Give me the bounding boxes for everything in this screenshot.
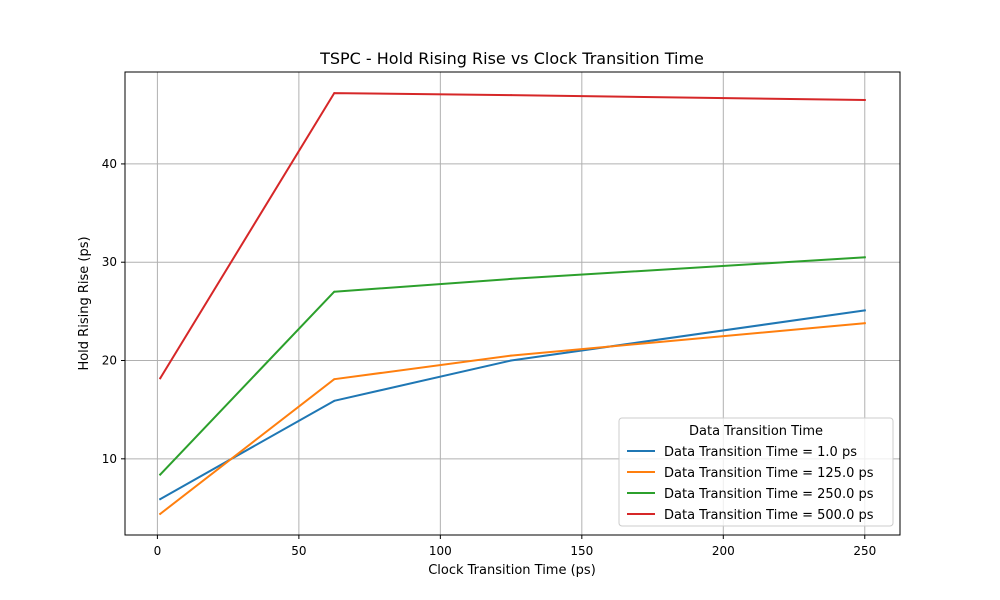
legend-title: Data Transition Time xyxy=(689,424,823,439)
legend-label: Data Transition Time = 250.0 ps xyxy=(664,487,874,502)
y-tick-label: 20 xyxy=(102,354,117,368)
data-point xyxy=(333,399,336,402)
x-tick-label: 150 xyxy=(570,544,593,558)
data-point xyxy=(333,92,336,95)
series-layer xyxy=(158,92,866,516)
y-tick-label: 40 xyxy=(102,157,117,171)
series-line-0 xyxy=(158,309,866,501)
data-point xyxy=(863,309,866,312)
legend-box xyxy=(618,417,894,527)
series-line-2 xyxy=(158,256,866,476)
series-line-1 xyxy=(158,322,866,516)
x-tick-label: 200 xyxy=(712,544,735,558)
y-tick-label: 30 xyxy=(102,255,117,269)
chart-title: TSPC - Hold Rising Rise vs Clock Transit… xyxy=(319,49,704,68)
data-point xyxy=(863,322,866,325)
data-point xyxy=(510,94,513,97)
data-point xyxy=(333,378,336,381)
data-point xyxy=(510,359,513,362)
x-tick-label: 100 xyxy=(429,544,452,558)
data-point xyxy=(159,473,162,476)
y-tick-label: 10 xyxy=(102,452,117,466)
plot-area-frame xyxy=(124,71,901,536)
legend-label: Data Transition Time = 125.0 ps xyxy=(664,466,874,481)
series-line-3 xyxy=(158,92,866,380)
legend: Data Transition Time Data Transition Tim… xyxy=(618,417,894,527)
x-tick-label: 0 xyxy=(154,544,162,558)
legend-label: Data Transition Time = 500.0 ps xyxy=(664,508,874,523)
data-point xyxy=(510,277,513,280)
data-point xyxy=(863,99,866,102)
y-axis-label: Hold Rising Rise (ps) xyxy=(77,236,92,370)
legend-label: Data Transition Time = 1.0 ps xyxy=(664,445,857,460)
data-point xyxy=(159,377,162,380)
data-point xyxy=(159,498,162,501)
data-point xyxy=(510,354,513,357)
x-axis-label: Clock Transition Time (ps) xyxy=(428,563,596,578)
x-tick-label: 50 xyxy=(291,544,306,558)
x-tick-label: 250 xyxy=(853,544,876,558)
data-point xyxy=(863,256,866,259)
axis-ticks: 0 50 100 150 200 250 10 20 30 40 xyxy=(102,157,877,558)
data-point xyxy=(333,290,336,293)
data-point xyxy=(159,512,162,515)
